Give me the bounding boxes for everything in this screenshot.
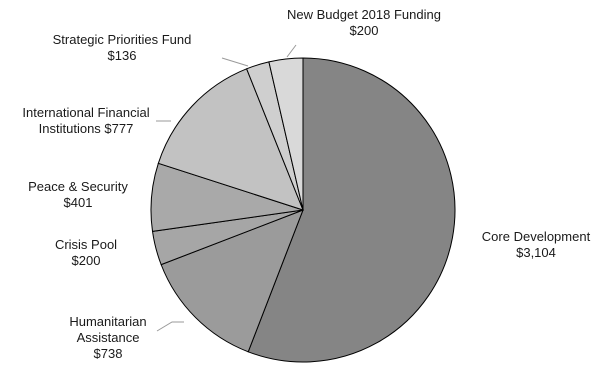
slice-label-budget2018: New Budget 2018 Funding $200: [287, 7, 441, 38]
pie-slice-humanitarian: [160, 209, 304, 353]
slice-label-line: Assistance: [77, 330, 140, 345]
slice-label-line: Core Development: [482, 229, 591, 244]
slice-label-ifi: International Financial Institutions $777: [22, 105, 149, 136]
slice-label-spf: Strategic Priorities Fund $136: [53, 32, 192, 63]
slice-label-line: Crisis Pool: [55, 237, 117, 252]
slice-label-line: $401: [64, 195, 93, 210]
slice-label-line: Institutions $777: [39, 121, 134, 136]
slice-label-line: New Budget 2018 Funding: [287, 7, 441, 22]
slice-label-peace: Peace & Security $401: [28, 179, 128, 210]
slice-label-crisis: Crisis Pool $200: [55, 237, 117, 268]
slice-label-core: Core Development $3,104: [482, 229, 591, 260]
slice-label-line: $3,104: [516, 245, 556, 260]
slice-label-line: $738: [94, 346, 123, 361]
pie-slice-core: [247, 57, 456, 363]
pie-slice-budget2018: [268, 57, 304, 211]
slice-label-humanitarian: Humanitarian Assistance $738: [69, 314, 146, 361]
slice-label-line: $200: [72, 253, 101, 268]
slice-label-line: International Financial: [22, 105, 149, 120]
slice-label-line: $136: [108, 48, 137, 63]
slice-label-line: Humanitarian: [69, 314, 146, 329]
leader-line-humanitarian: [156, 321, 184, 332]
slice-label-line: $200: [350, 23, 379, 38]
slice-label-line: Strategic Priorities Fund: [53, 32, 192, 47]
leader-line-budget2018: [286, 44, 297, 58]
slice-label-line: Peace & Security: [28, 179, 128, 194]
leader-line-spf: [221, 57, 249, 67]
pie-slice-ifi: [157, 68, 304, 211]
